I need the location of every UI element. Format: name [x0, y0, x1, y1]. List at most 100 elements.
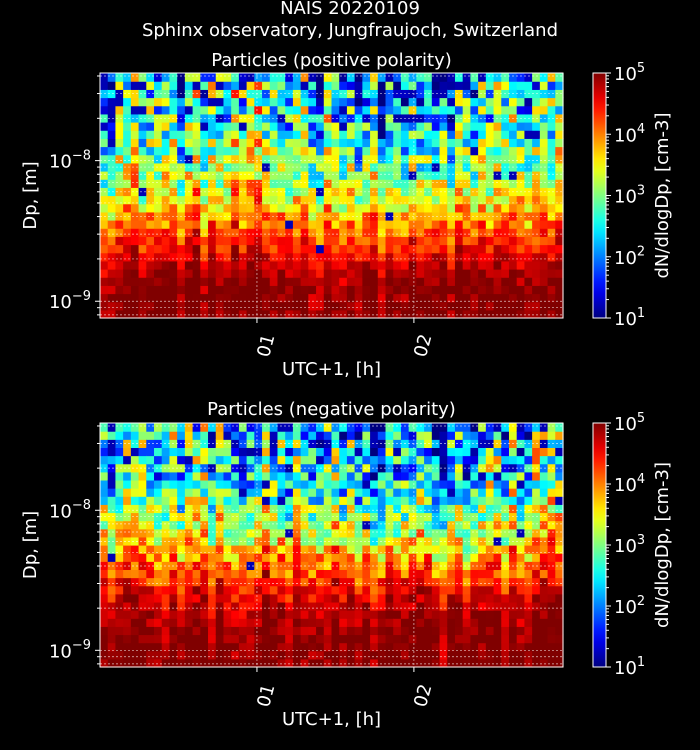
heatmap-cell: [200, 301, 209, 311]
heatmap-cell: [200, 244, 209, 254]
heatmap-cell: [130, 455, 140, 465]
heatmap-cell: [354, 569, 363, 579]
heatmap-cell: [169, 447, 178, 457]
heatmap-cell: [246, 496, 255, 505]
heatmap-cell: [200, 569, 209, 579]
heatmap-cell: [169, 203, 178, 213]
heatmap-cell: [223, 309, 232, 319]
heatmap-cell: [308, 138, 317, 148]
heatmap-cell: [478, 301, 487, 311]
heatmap-cell: [478, 195, 487, 205]
heatmap-cell: [115, 439, 124, 448]
heatmap-cell: [331, 244, 340, 254]
heatmap-cell: [231, 447, 240, 457]
heatmap-cell: [138, 610, 147, 619]
heatmap-cell: [215, 658, 225, 668]
heatmap-cell: [331, 301, 340, 311]
heatmap-cell: [362, 536, 371, 546]
heatmap-cell: [161, 471, 171, 481]
heatmap-cell: [138, 577, 147, 587]
heatmap-cell: [424, 626, 433, 636]
heatmap-cell: [269, 447, 279, 457]
heatmap-cell: [208, 447, 217, 457]
heatmap-cell: [416, 122, 425, 131]
heatmap-cell: [370, 545, 379, 554]
heatmap-cell: [107, 277, 117, 286]
heatmap-cell: [408, 618, 417, 627]
heatmap-cell: [424, 577, 433, 587]
heatmap-cell: [331, 569, 340, 579]
heatmap-cell: [362, 269, 371, 278]
heatmap-cell: [154, 146, 163, 156]
heatmap-cell: [154, 634, 163, 644]
heatmap-cell: [555, 130, 564, 139]
heatmap-cell: [516, 146, 526, 156]
heatmap-cell: [439, 520, 448, 530]
heatmap-cell: [292, 309, 302, 319]
heatmap-cell: [208, 479, 217, 489]
heatmap-cell: [123, 122, 132, 131]
heatmap-cell: [462, 105, 471, 115]
heatmap-cell: [555, 97, 564, 107]
heatmap-cell: [231, 301, 240, 311]
heatmap-cell: [408, 171, 417, 180]
heatmap-cell: [262, 536, 271, 546]
heatmap-cell: [100, 593, 109, 603]
heatmap-cell: [539, 301, 549, 311]
heatmap-cell: [223, 545, 232, 554]
heatmap-cell: [377, 585, 387, 595]
heatmap-cell: [478, 236, 487, 246]
heatmap-cell: [208, 260, 217, 270]
heatmap-cell: [516, 211, 526, 221]
heatmap-cell: [485, 73, 495, 82]
heatmap-cell: [362, 203, 371, 213]
heatmap-cell: [400, 146, 410, 156]
heatmap-cell: [292, 122, 302, 131]
heatmap-cell: [107, 520, 117, 530]
heatmap-cell: [316, 138, 325, 148]
heatmap-cell: [285, 642, 294, 652]
heatmap-cell: [192, 626, 201, 636]
heatmap-cell: [223, 162, 232, 172]
heatmap-cell: [354, 244, 363, 254]
heatmap-cell: [308, 431, 317, 440]
heatmap-cell: [215, 81, 225, 90]
heatmap-cell: [532, 97, 541, 107]
heatmap-cell: [547, 577, 556, 587]
heatmap-cell: [123, 195, 132, 205]
heatmap-cell: [493, 195, 502, 205]
heatmap-cell: [107, 113, 117, 123]
heatmap-cell: [454, 488, 464, 497]
heatmap-cell: [447, 658, 456, 668]
heatmap-cell: [478, 496, 487, 505]
heatmap-cell: [524, 488, 533, 497]
heatmap-cell: [146, 146, 155, 156]
heatmap-cell: [539, 593, 549, 603]
heatmap-cell: [524, 658, 533, 668]
heatmap-cell: [331, 260, 340, 270]
heatmap-cell: [524, 154, 533, 164]
heatmap-cell: [439, 293, 448, 303]
heatmap-cell: [370, 479, 379, 489]
heatmap-cell: [424, 642, 433, 652]
heatmap-cell: [246, 642, 255, 652]
heatmap-cell: [215, 463, 225, 473]
heatmap-cell: [416, 244, 425, 254]
heatmap-cell: [508, 610, 518, 619]
heatmap-cell: [539, 528, 549, 538]
heatmap-cell: [393, 138, 402, 148]
heatmap-cell: [493, 211, 502, 221]
heatmap-cell: [107, 285, 117, 295]
heatmap-cell: [169, 553, 178, 562]
x-axis-label: UTC+1, [h]: [282, 709, 381, 730]
heatmap-cell: [262, 162, 271, 172]
heatmap-cell: [123, 536, 132, 546]
heatmap-cell: [254, 463, 263, 473]
heatmap-cell: [508, 561, 518, 570]
heatmap-cell: [107, 471, 117, 481]
heatmap-cell: [223, 650, 232, 660]
heatmap-cell: [524, 220, 533, 229]
heatmap-cell: [346, 610, 356, 619]
heatmap-cell: [323, 447, 333, 457]
heatmap-cell: [508, 269, 518, 278]
